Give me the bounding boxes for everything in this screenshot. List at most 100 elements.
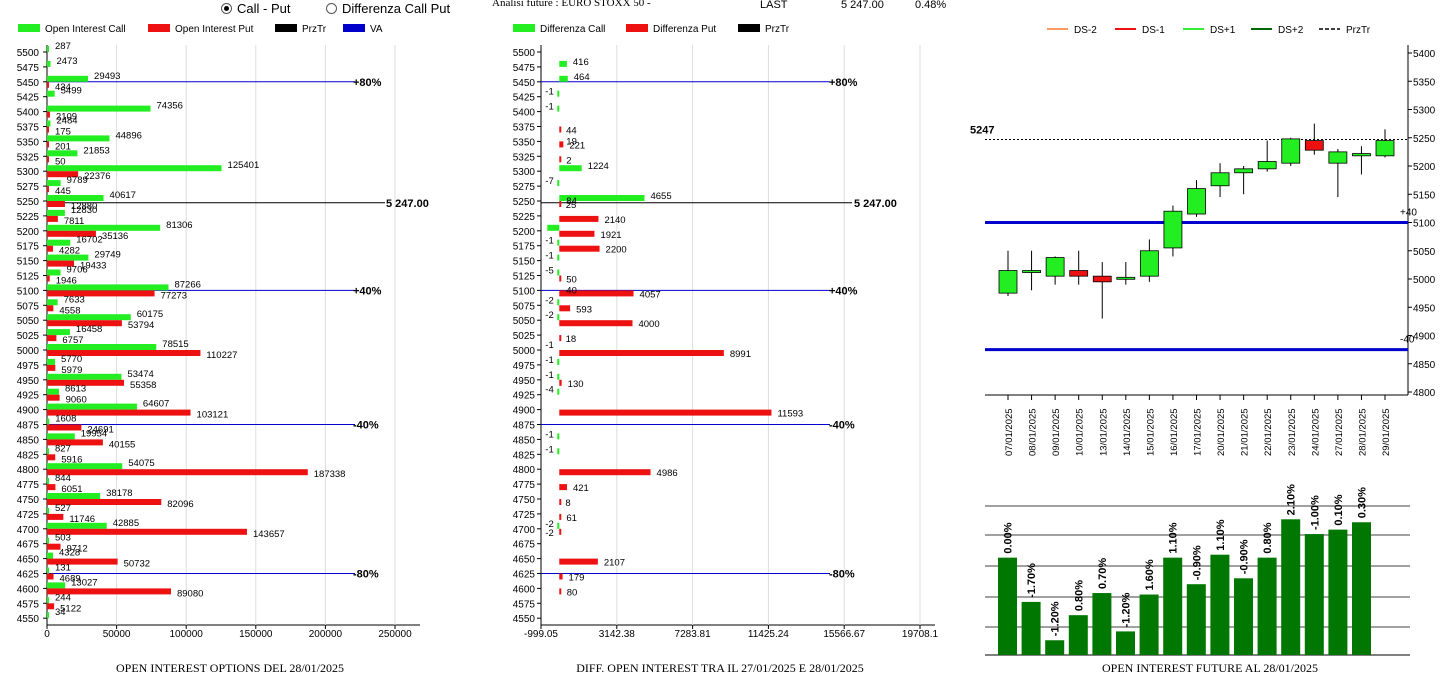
- chart1-call-bar: [47, 224, 161, 231]
- chart1-put-bar: [47, 394, 60, 401]
- analysis-label: Analisi future : EURO STOXX 50 -: [492, 0, 651, 9]
- chart3-date-label: 13/01/2025: [1098, 408, 1109, 456]
- last-label: LAST: [760, 0, 788, 11]
- radio-call-put-label: Call - Put: [237, 0, 291, 16]
- chart1-strike-label: 5425: [17, 93, 40, 104]
- chart2-call-value: -1: [545, 87, 553, 98]
- chart2-put-bar: [559, 409, 772, 416]
- chart2-call-value: -1: [545, 429, 553, 440]
- chart2-strike-label: 5425: [513, 93, 536, 104]
- chart4-bar: [1045, 640, 1065, 655]
- chart2-call-bar: [557, 314, 560, 321]
- chart2-call-value: -2: [545, 519, 553, 530]
- radio-call-put-indicator[interactable]: [221, 2, 232, 14]
- candle-body: [1304, 140, 1324, 151]
- chart1-call-value: 131: [55, 563, 71, 574]
- chart2-extra-value: 84: [566, 196, 577, 207]
- chart1-put-bar: [47, 305, 54, 312]
- candle-body: [998, 270, 1018, 294]
- chart2-put-value: 2140: [604, 215, 625, 226]
- chart4-bar-label: -1.70%: [1026, 563, 1038, 598]
- chart3-date-label: 22/01/2025: [1263, 408, 1274, 456]
- chart2-put-value: 25: [566, 200, 577, 211]
- chart2-x-tick-label: 19708.1: [902, 629, 939, 640]
- chart4-bar: [1186, 584, 1206, 655]
- chart3-y-tick-label: 4950: [1413, 303, 1436, 314]
- radio-diff-call-put[interactable]: Differenza Call Put: [326, 0, 450, 16]
- chart2-put-bar: [559, 379, 562, 386]
- chart1-put-bar: [47, 484, 56, 491]
- chart2-call-value: -4: [545, 385, 553, 396]
- chart3-date-label: 28/01/2025: [1357, 408, 1368, 456]
- radio-call-put[interactable]: Call - Put: [221, 0, 290, 16]
- chart1-call-value: 5770: [61, 354, 82, 365]
- chart2-strike-label: 4850: [513, 435, 536, 446]
- chart1-x-tick-label: 0: [44, 629, 50, 640]
- candle-legend-label-1: DS-1: [1142, 25, 1165, 36]
- chart2-strike-label: 5250: [513, 197, 536, 208]
- chart1-put-value: 50: [55, 156, 66, 167]
- chart2-put-value: 179: [569, 573, 585, 584]
- chart2-put-value: 2200: [606, 245, 627, 256]
- chart2-put-value: 1921: [600, 230, 621, 241]
- chart1-call-bar: [47, 597, 49, 604]
- chart2-strike-label: 5075: [513, 301, 536, 312]
- chart1-put-bar: [47, 364, 56, 371]
- chart2-strike-label: 5450: [513, 78, 536, 89]
- chart2-call-bar: [547, 224, 560, 231]
- chart2-strike-label: 4700: [513, 525, 536, 536]
- chart2-call-bar: [557, 180, 560, 187]
- chart1-call-bar: [47, 478, 49, 485]
- chart1-strike-label: 4675: [17, 540, 40, 551]
- chart4-bar: [1257, 557, 1277, 655]
- chart1-put-value: 50732: [124, 559, 150, 570]
- chart1-put-bar: [47, 230, 96, 237]
- chart1-put-value: 7811: [64, 216, 84, 227]
- chart1-put-value: 24691: [87, 425, 113, 436]
- chart2-put-bar: [559, 588, 562, 595]
- chart1-strike-label: 4650: [17, 555, 40, 566]
- chart1-put-bar: [47, 573, 54, 580]
- chart1-call-bar: [47, 522, 107, 529]
- legend-label-0: Differenza Call: [540, 24, 605, 35]
- chart1-call-bar: [47, 358, 56, 365]
- chart1-strike-label: 4575: [17, 599, 40, 610]
- legend-swatch-1: [148, 24, 170, 32]
- chart1-call-value: 29749: [94, 250, 120, 261]
- chart3-y-tick-label: 5100: [1413, 219, 1436, 230]
- chart1-strike-label: 5350: [17, 137, 40, 148]
- chart1-call-value: 827: [55, 443, 71, 454]
- chart1-put-value: 6757: [62, 335, 83, 346]
- change-value: 0.48%: [915, 0, 947, 11]
- chart2-strike-label: 4575: [513, 599, 536, 610]
- chart1-strike-label: 4850: [17, 435, 40, 446]
- legend-label-0: Open Interest Call: [45, 24, 126, 35]
- chart1-put-bar: [47, 543, 61, 550]
- chart1-strike-label: 5250: [17, 197, 40, 208]
- chart1-call-value: 74356: [157, 101, 183, 112]
- chart1-put-bar: [47, 245, 53, 252]
- chart2-put-value: 4057: [640, 289, 661, 300]
- chart2-extra-value: 40: [566, 285, 577, 296]
- chart1-put-bar: [47, 588, 171, 595]
- chart1-put-bar: [47, 603, 55, 610]
- radio-diff-indicator[interactable]: [326, 2, 337, 14]
- chart1-put-bar: [47, 81, 49, 88]
- chart2-strike-label: 5275: [513, 182, 536, 193]
- chart3-y-tick-label: 5300: [1413, 106, 1436, 117]
- chart1-call-bar: [47, 448, 49, 455]
- candle-body: [1069, 270, 1089, 277]
- chart2-strike-label: 4775: [513, 480, 536, 491]
- chart2-call-value: -1: [545, 340, 553, 351]
- last-value: 5 247.00: [841, 0, 884, 11]
- chart2-put-bar: [559, 245, 600, 252]
- chart2-strike-label: 5175: [513, 242, 536, 253]
- chart1-put-bar: [47, 126, 49, 133]
- chart1-x-tick-label: 200000: [309, 629, 343, 640]
- chart1-call-value: 21853: [83, 145, 109, 156]
- chart1-put-value: 40155: [109, 439, 135, 450]
- chart2-put-bar: [559, 469, 651, 476]
- chart1-call-bar: [47, 239, 71, 246]
- legend-label-2: PrzTr: [302, 24, 327, 35]
- chart2-put-value: 4000: [638, 319, 659, 330]
